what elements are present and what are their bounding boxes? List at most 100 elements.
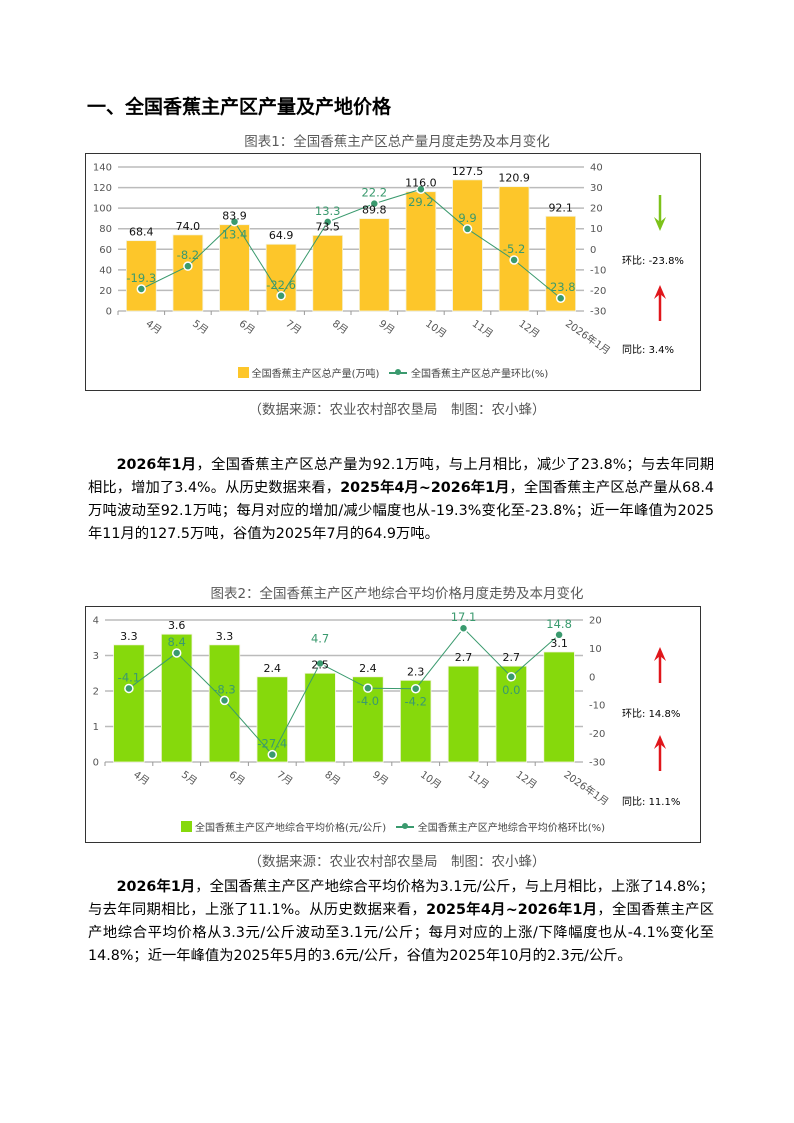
para1-range: 2025年4月~2026年1月: [340, 480, 510, 496]
y-tick-label: 0: [93, 758, 99, 769]
x-tick-label: 6月: [227, 769, 247, 788]
x-tick-label: 7月: [275, 769, 295, 788]
y2-tick-label: -20: [589, 729, 605, 740]
bar: [172, 234, 204, 312]
legend-bar-label: 全国香蕉主产区总产量(万吨): [251, 369, 380, 380]
line-value-label: 29.2: [408, 195, 434, 209]
x-tick-label: 6月: [237, 318, 257, 337]
down-arrow-icon-head: [654, 217, 666, 231]
y-tick-label: 1: [93, 722, 99, 733]
line-value-label: 14.8: [546, 617, 572, 631]
bar-value-label: 2.3: [407, 665, 425, 678]
bar: [256, 676, 288, 763]
legend-line-swatch: [395, 823, 414, 829]
mom-label: 环比:: [622, 709, 646, 720]
x-tick-label: 9月: [377, 318, 397, 337]
chart2: 0 1 2 3 4 -30 -20 -10 0 10 20 4月 5月 6月 7月 8月 9月 10月 11月 12月…: [85, 606, 701, 843]
line-point: [462, 224, 473, 234]
x-tick-label: 8月: [322, 769, 342, 788]
x-tick-label: 2026年1月: [561, 768, 611, 808]
y2-tick-label: 20: [589, 616, 602, 627]
line-point: [219, 695, 230, 706]
y-tick-label: 20: [99, 286, 112, 297]
chart1: 0 20 40 60 80 100 120 140 -30 -20 -10 0 10 20 30 40 4月 5月…: [85, 153, 701, 391]
bar: [125, 240, 157, 312]
bar-value-label: 120.9: [498, 172, 529, 185]
y2-tick-label: 10: [590, 224, 603, 235]
x-tick-label: 5月: [190, 318, 210, 337]
line-value-label: 4.7: [311, 631, 329, 645]
legend-bar-swatch: [237, 367, 249, 378]
y-tick-label: 40: [99, 265, 112, 276]
legend-line-label: 全国香蕉主产区产地综合平均价格环比(%): [417, 823, 606, 834]
para1-text2: ，全国香蕉主产区总产量从68.4万吨波动至92.1万吨；每月对应的增加/减少幅度…: [88, 480, 714, 542]
mom-line: [141, 188, 562, 299]
bar: [113, 644, 145, 763]
para2-text2: ，全国香蕉主产区产地综合平均价格从3.3元/公斤波动至3.1元/公斤；每月对应的…: [88, 902, 715, 964]
y-tick-label: 2: [93, 687, 99, 698]
line-value-label: -4.1: [118, 670, 140, 684]
line-value-label: 22.2: [361, 186, 387, 200]
x-tick-label: 10月: [418, 769, 444, 792]
line-point: [183, 261, 193, 271]
line-point: [276, 291, 286, 301]
chart1-yoy: 同比: 3.4%: [622, 341, 674, 356]
y2-tick-label: 0: [590, 245, 596, 256]
x-tick-label: 4月: [131, 769, 151, 788]
para1-date: 2026年1月: [116, 457, 197, 473]
y2-tick-label: -10: [589, 701, 605, 712]
section-heading: 一、全国香蕉主产区产量及产地价格: [87, 96, 392, 118]
bar-value-label: 83.9: [222, 210, 247, 223]
bar-value-label: 3.3: [216, 630, 234, 643]
bar-value-label: 64.9: [269, 229, 294, 242]
chart1-legend: 全国香蕉主产区总产量(万吨) 全国香蕉主产区总产量环比(%): [86, 365, 700, 380]
y2-tick-label: -10: [590, 265, 606, 276]
line-value-label: -8.2: [177, 248, 199, 262]
mom-line: [128, 627, 560, 756]
line-point: [509, 255, 519, 265]
line-value-label: 9.9: [458, 211, 476, 225]
up-arrow-icon-head: [654, 735, 666, 749]
up-arrow-icon-head: [654, 285, 666, 299]
bar-value-label: 92.1: [548, 201, 573, 214]
chart2-yoy: 同比: 11.1%: [622, 793, 680, 808]
x-tick-label: 11月: [470, 318, 496, 341]
y-tick-label: 120: [93, 183, 112, 194]
bar: [452, 179, 483, 312]
y2-tick-label: -30: [589, 758, 605, 769]
y2-tick-label: 0: [589, 672, 595, 683]
chart2-mom: 环比: 14.8%: [622, 705, 680, 720]
bar: [447, 665, 480, 763]
line-point: [124, 683, 134, 694]
x-tick-label: 5月: [179, 769, 199, 788]
chart2-svg: 0 1 2 3 4 -30 -20 -10 0 10 20 4月 5月 6月 7月 8月 9月 10月 11月 12月…: [93, 610, 666, 808]
bar: [219, 224, 250, 312]
line-value-label: 13.4: [222, 228, 248, 242]
bar-value-label: 3.3: [120, 630, 137, 643]
y-tick-label: 60: [99, 245, 112, 256]
bar: [312, 235, 344, 312]
chart1-title: 图表1：全国香蕉主产区总产量月度走势及本月变化: [244, 134, 550, 150]
bar-value-label: 89.8: [362, 204, 387, 217]
line-point: [322, 217, 333, 227]
y-tick-label: 80: [99, 224, 112, 235]
chart1-svg: 0 20 40 60 80 100 120 140 -30 -20 -10 0 10 20 30 40 4月 5月…: [93, 163, 666, 357]
line-value-label: -4.2: [404, 695, 426, 709]
line-point: [267, 749, 278, 760]
x-tick-label: 8月: [330, 318, 350, 337]
y2-tick-label: 40: [590, 163, 603, 174]
line-point: [136, 284, 147, 294]
line-value-label: 17.1: [451, 610, 477, 624]
bar-value-label: 2.5: [311, 658, 329, 671]
y-tick-label: 100: [93, 204, 112, 215]
bar-value-label: 3.6: [168, 619, 186, 632]
bar: [400, 679, 432, 763]
line-value-label: -4.0: [357, 694, 379, 708]
y2-tick-label: -20: [590, 286, 606, 297]
line-value-label: -8.3: [213, 682, 235, 696]
line-point: [458, 623, 469, 633]
x-tick-label: 4月: [144, 318, 164, 337]
x-tick-label: 12月: [514, 769, 540, 792]
bar: [498, 186, 530, 312]
y-tick-label: 0: [106, 307, 112, 318]
